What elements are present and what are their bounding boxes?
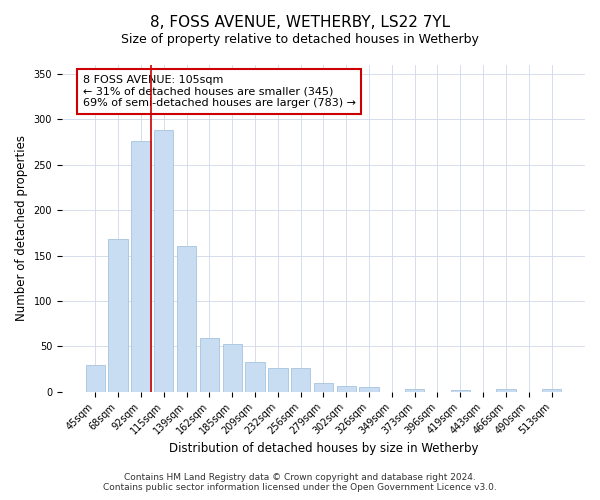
Bar <box>200 338 219 392</box>
Bar <box>177 246 196 392</box>
X-axis label: Distribution of detached houses by size in Wetherby: Distribution of detached houses by size … <box>169 442 478 455</box>
Bar <box>109 240 128 392</box>
Bar <box>154 130 173 392</box>
Bar <box>268 368 287 392</box>
Bar <box>451 390 470 392</box>
Bar <box>359 388 379 392</box>
Text: 8, FOSS AVENUE, WETHERBY, LS22 7YL: 8, FOSS AVENUE, WETHERBY, LS22 7YL <box>150 15 450 30</box>
Bar <box>314 382 333 392</box>
Text: Contains HM Land Registry data © Crown copyright and database right 2024.
Contai: Contains HM Land Registry data © Crown c… <box>103 473 497 492</box>
Bar <box>496 389 515 392</box>
Bar <box>542 389 561 392</box>
Bar <box>337 386 356 392</box>
Text: 8 FOSS AVENUE: 105sqm
← 31% of detached houses are smaller (345)
69% of semi-det: 8 FOSS AVENUE: 105sqm ← 31% of detached … <box>83 75 356 108</box>
Bar <box>405 389 424 392</box>
Bar <box>223 344 242 392</box>
Bar <box>86 366 105 392</box>
Y-axis label: Number of detached properties: Number of detached properties <box>15 136 28 322</box>
Bar <box>131 142 151 392</box>
Bar <box>291 368 310 392</box>
Text: Size of property relative to detached houses in Wetherby: Size of property relative to detached ho… <box>121 32 479 46</box>
Bar <box>245 362 265 392</box>
